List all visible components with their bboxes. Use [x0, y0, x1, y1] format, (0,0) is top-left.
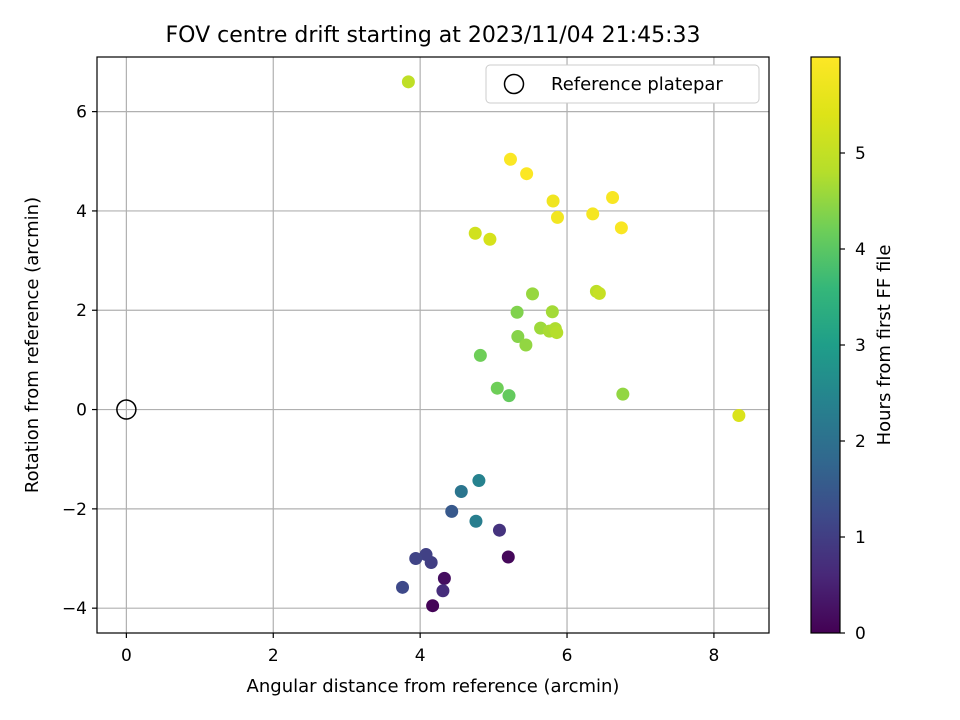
reference-platepar-marker [116, 399, 137, 420]
data-point [419, 548, 433, 562]
data-point [606, 191, 620, 205]
data-point [510, 305, 524, 319]
data-point [469, 514, 483, 528]
legend-label: Reference platepar [551, 74, 723, 95]
colorbar-tick-label: 3 [855, 336, 866, 356]
scatter-points [396, 75, 746, 613]
data-point [592, 286, 606, 300]
colorbar-tick-label: 0 [855, 624, 866, 644]
data-point [472, 474, 486, 488]
data-point [454, 484, 468, 498]
data-point [550, 326, 564, 340]
data-point [732, 409, 746, 423]
data-point [586, 207, 600, 221]
y-tick-label: −4 [62, 599, 87, 619]
data-point [526, 287, 540, 301]
data-point [503, 152, 517, 166]
x-tick-label: 0 [121, 646, 132, 666]
colorbar-gradient [810, 56, 841, 634]
grid-lines [97, 57, 769, 633]
plot-frame [96, 56, 770, 634]
axis-ticks: 0 2 4 6 8 −4 −2 0 2 4 6 [62, 103, 719, 666]
data-point [545, 305, 559, 319]
y-tick-label: 6 [76, 103, 87, 123]
data-point [401, 75, 415, 89]
data-point [409, 552, 423, 566]
data-point [492, 523, 506, 537]
data-point [490, 381, 504, 395]
chart-title: FOV centre drift starting at 2023/11/04 … [166, 23, 701, 48]
x-tick-label: 2 [268, 646, 279, 666]
y-tick-label: 2 [76, 301, 87, 321]
colorbar-tick-label: 4 [855, 240, 866, 260]
colorbar-label: Hours from first FF file [874, 245, 895, 446]
x-tick-label: 4 [415, 646, 426, 666]
colorbar-ticks: 0 1 2 3 4 5 [840, 144, 866, 644]
data-point [445, 504, 459, 518]
y-tick-label: 4 [76, 202, 87, 222]
data-point [437, 571, 451, 585]
x-axis-label: Angular distance from reference (arcmin) [247, 676, 620, 697]
data-point [501, 550, 515, 564]
data-point [511, 330, 525, 344]
y-tick-label: 0 [76, 401, 87, 421]
x-tick-label: 6 [562, 646, 573, 666]
data-point [502, 389, 516, 403]
data-point [546, 194, 560, 208]
data-point [396, 580, 410, 594]
data-point [473, 348, 487, 362]
data-point [483, 232, 497, 246]
legend-marker-icon [503, 73, 525, 95]
colorbar-tick-label: 2 [855, 432, 866, 452]
data-point [436, 584, 450, 598]
data-point [519, 338, 533, 352]
y-tick-label: −2 [62, 500, 87, 520]
y-axis-label: Rotation from reference (arcmin) [22, 197, 43, 493]
data-point [426, 599, 440, 613]
data-point [468, 226, 482, 240]
data-point [616, 387, 630, 401]
legend: Reference platepar [485, 64, 760, 104]
colorbar-tick-label: 1 [855, 528, 866, 548]
data-point [520, 167, 534, 181]
colorbar: 0 1 2 3 4 5 Hours from first FF file [810, 56, 895, 644]
data-point [550, 210, 564, 224]
legend-box [485, 64, 760, 104]
x-tick-label: 8 [709, 646, 720, 666]
colorbar-tick-label: 5 [855, 144, 866, 164]
data-point [614, 221, 628, 235]
